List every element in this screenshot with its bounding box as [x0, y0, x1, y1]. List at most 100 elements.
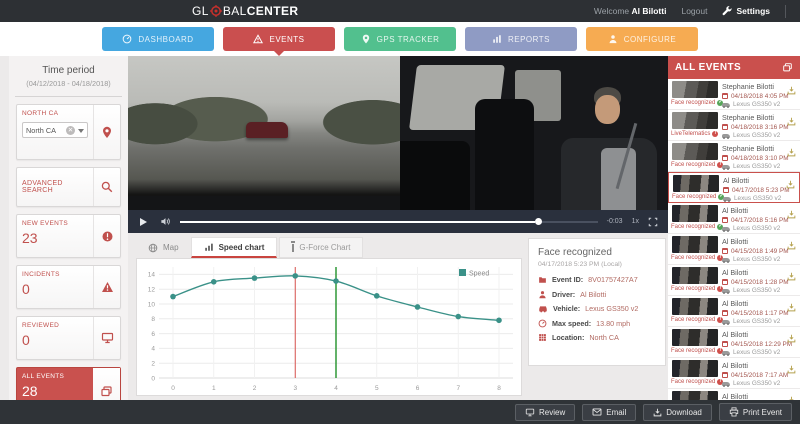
video-player[interactable]: [128, 56, 668, 210]
car-icon: [723, 196, 731, 202]
svg-text:12: 12: [148, 287, 156, 294]
download-event-icon[interactable]: [787, 144, 796, 162]
event-type-caption: LiveTelematics !: [671, 130, 719, 137]
event-details-datetime: 04/17/2018 5:23 PM (Local): [538, 261, 622, 268]
event-driver-name: Al Bilotti: [722, 392, 748, 401]
export-events-icon[interactable]: [782, 62, 793, 73]
action-footer: Review Email Download Print Event: [0, 400, 800, 424]
event-status-icon: ✓: [718, 193, 725, 200]
event-list-item[interactable]: Face recognized ✓ Al Bilotti 04/17/2018 …: [668, 203, 800, 234]
tab-map[interactable]: Map: [136, 237, 191, 258]
download-event-icon[interactable]: [787, 299, 796, 317]
region-select[interactable]: North CA ✕: [22, 122, 88, 138]
email-icon: [592, 408, 602, 416]
driver-row: Driver: Al Bilotti: [538, 290, 656, 299]
new-events-card[interactable]: NEW EVENTS 23: [16, 214, 121, 258]
download-event-icon[interactable]: [787, 268, 796, 286]
new-events-count: 23: [22, 230, 38, 246]
nav-reports-button[interactable]: REPORTS: [465, 27, 577, 51]
volume-icon[interactable]: [160, 216, 171, 227]
event-list-item[interactable]: Face recognized ✓ Stephanie Bilotti 04/1…: [668, 79, 800, 110]
play-button[interactable]: [140, 217, 151, 226]
event-vehicle-row: Lexus GS350 v2: [722, 132, 797, 139]
event-datetime-row: 04/18/2018 4:05 PM: [722, 93, 797, 100]
event-vehicle-row: Lexus GS350 v2: [722, 163, 797, 170]
region-filter-card: NORTH CA North CA ✕: [16, 104, 121, 160]
event-details-title: Face recognized: [538, 247, 612, 258]
location-row: Location: North CA: [538, 333, 656, 342]
vehicle-row: Vehicle: Lexus GS350 v2: [538, 304, 656, 313]
download-event-icon[interactable]: [787, 237, 796, 255]
settings-button[interactable]: Settings: [722, 6, 770, 16]
time-period-title: Time period: [42, 65, 95, 76]
logo-text: BAL: [222, 4, 247, 18]
event-list-item[interactable]: Face recognized ✓ Al Bilotti 04/17/2018 …: [668, 172, 800, 203]
event-list-item[interactable]: Face recognized ! Al Bilotti 04/15/2018 …: [668, 358, 800, 389]
download-event-icon[interactable]: [786, 176, 795, 194]
all-events-header: ALL EVENTS: [668, 56, 800, 79]
download-event-icon[interactable]: [787, 82, 796, 100]
location-pin-button[interactable]: [93, 105, 120, 159]
event-thumbnail: [672, 143, 718, 160]
calendar-icon: [722, 93, 728, 99]
event-vehicle-row: Lexus GS350 v2: [723, 195, 796, 202]
playback-rate[interactable]: 1x: [631, 218, 639, 225]
reviewed-card[interactable]: REVIEWED 0: [16, 316, 121, 360]
event-status-icon: ✓: [717, 223, 724, 230]
vehicle-in-view: [246, 122, 288, 138]
event-datetime-row: 04/17/2018 5:23 PM: [723, 187, 796, 194]
event-driver-name: Al Bilotti: [722, 206, 748, 215]
cabin-seat: [400, 140, 470, 210]
nav-dashboard-button[interactable]: DASHBOARD: [102, 27, 214, 51]
event-list-item[interactable]: Face recognized ! Al Bilotti 04/15/2018 …: [668, 296, 800, 327]
incidents-card[interactable]: INCIDENTS 0: [16, 265, 121, 309]
nav-events-button[interactable]: EVENTS: [223, 27, 335, 56]
svg-text:8: 8: [497, 385, 501, 392]
download-event-icon[interactable]: [787, 330, 796, 348]
event-list-item[interactable]: Face recognized ! Al Bilotti 04/15/2018 …: [668, 327, 800, 358]
logo-target-icon: [209, 5, 222, 17]
logout-link[interactable]: Logout: [681, 6, 708, 16]
incidents-label: INCIDENTS: [22, 271, 60, 278]
review-button[interactable]: Review: [515, 403, 576, 421]
event-type-caption: Face recognized !: [671, 161, 724, 168]
event-list-item[interactable]: Face recognized ! Stephanie Bilotti 04/1…: [668, 141, 800, 172]
clear-region-icon[interactable]: ✕: [66, 125, 75, 135]
seek-bar[interactable]: [180, 218, 598, 225]
folder-icon: [539, 277, 546, 283]
svg-text:1: 1: [212, 385, 216, 392]
event-datetime-row: 04/15/2018 1:28 PM: [722, 279, 797, 286]
tab-g-force-chart[interactable]: G-Force Chart: [279, 237, 364, 258]
event-list-item[interactable]: Face recognized ! Al Bilotti 04/15/2018 …: [668, 265, 800, 296]
printer-icon: [729, 407, 739, 417]
event-list-item[interactable]: LiveTelematics ! Stephanie Bilotti 04/18…: [668, 110, 800, 141]
event-type-caption: Face recognized !: [671, 378, 724, 385]
chevron-down-icon: [78, 128, 84, 136]
print-event-button[interactable]: Print Event: [718, 403, 792, 421]
calendar-icon: [722, 155, 728, 161]
event-driver-name: Stephanie Bilotti: [722, 113, 774, 122]
event-thumbnail: [673, 175, 719, 192]
event-vehicle-row: Lexus GS350 v2: [722, 349, 797, 356]
reviewed-icon: [101, 332, 113, 344]
download-event-icon[interactable]: [787, 361, 796, 379]
nav-configure-button[interactable]: CONFIGURE: [586, 27, 698, 51]
nav-gps-tracker-button[interactable]: GPS TRACKER: [344, 27, 456, 51]
event-status-icon: !: [717, 378, 724, 385]
download-button[interactable]: Download: [643, 403, 712, 421]
calendar-icon: [722, 372, 728, 378]
event-type-caption: Face recognized !: [671, 285, 724, 292]
car-icon: [722, 350, 730, 356]
event-vehicle-row: Lexus GS350 v2: [722, 225, 797, 232]
all-events-icon: [101, 385, 112, 396]
download-event-icon[interactable]: [787, 206, 796, 224]
advanced-search-button[interactable]: ADVANCED SEARCH: [16, 167, 121, 207]
car-icon: [722, 288, 730, 294]
email-button[interactable]: Email: [582, 403, 637, 421]
download-event-icon[interactable]: [787, 113, 796, 131]
fullscreen-icon[interactable]: [648, 217, 658, 227]
events-icon: [253, 34, 264, 44]
event-list-item[interactable]: Face recognized ! Al Bilotti 04/15/2018 …: [668, 234, 800, 265]
seek-bar-handle[interactable]: [534, 218, 542, 225]
tab-speed-chart[interactable]: Speed chart: [190, 237, 278, 258]
